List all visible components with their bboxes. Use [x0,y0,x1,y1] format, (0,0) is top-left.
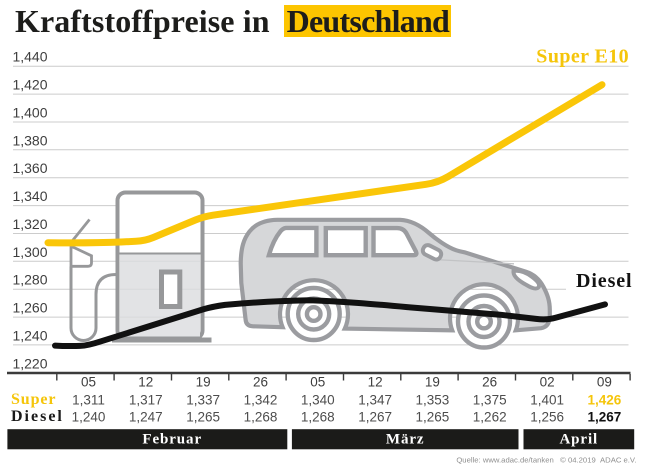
svg-text:Februar: Februar [142,432,202,448]
svg-text:1,262: 1,262 [473,409,507,424]
svg-text:19: 19 [425,375,440,390]
svg-text:1,426: 1,426 [588,392,622,407]
svg-text:1,265: 1,265 [416,409,450,424]
svg-text:März: März [386,432,425,448]
svg-text:1,340: 1,340 [12,188,47,204]
svg-text:1,360: 1,360 [12,160,47,176]
svg-text:02: 02 [540,375,555,390]
svg-text:Super: Super [11,391,56,408]
svg-text:1,347: 1,347 [358,392,392,407]
svg-text:1,267: 1,267 [588,409,622,424]
svg-text:1,300: 1,300 [12,244,47,260]
svg-text:1,353: 1,353 [416,392,450,407]
svg-text:1,265: 1,265 [186,409,220,424]
svg-text:1,420: 1,420 [12,77,47,93]
svg-text:1,280: 1,280 [12,272,47,288]
svg-text:09: 09 [597,375,612,390]
svg-text:1,380: 1,380 [12,132,47,148]
svg-text:1,268: 1,268 [244,409,278,424]
svg-text:05: 05 [81,375,96,390]
svg-text:April: April [559,432,598,448]
svg-text:1,340: 1,340 [301,392,335,407]
svg-text:1,317: 1,317 [129,392,163,407]
svg-text:26: 26 [482,375,497,390]
svg-text:Diesel: Diesel [576,270,633,292]
svg-text:1,375: 1,375 [473,392,507,407]
svg-text:1,320: 1,320 [12,216,47,232]
svg-text:Super E10: Super E10 [536,46,629,68]
svg-text:1,400: 1,400 [12,105,47,121]
svg-text:19: 19 [196,375,211,390]
svg-text:1,256: 1,256 [530,409,564,424]
svg-text:1,342: 1,342 [244,392,278,407]
svg-text:1,240: 1,240 [72,409,106,424]
svg-text:Quelle: www.adac.de/tanken ©: Quelle: www.adac.de/tanken © 04.2019 ADA… [456,456,636,465]
svg-text:12: 12 [368,375,383,390]
svg-text:26: 26 [253,375,268,390]
svg-text:1,268: 1,268 [301,409,335,424]
svg-text:12: 12 [138,375,153,390]
svg-text:1,440: 1,440 [12,49,47,65]
svg-text:05: 05 [310,375,325,390]
svg-text:1,260: 1,260 [12,300,47,316]
svg-text:1,240: 1,240 [12,327,47,343]
svg-text:1,337: 1,337 [186,392,220,407]
svg-text:1,220: 1,220 [12,355,47,371]
svg-text:1,401: 1,401 [530,392,564,407]
svg-text:1,247: 1,247 [129,409,163,424]
svg-text:1,311: 1,311 [72,392,105,407]
svg-text:Diesel: Diesel [11,408,64,425]
svg-text:1,267: 1,267 [358,409,392,424]
